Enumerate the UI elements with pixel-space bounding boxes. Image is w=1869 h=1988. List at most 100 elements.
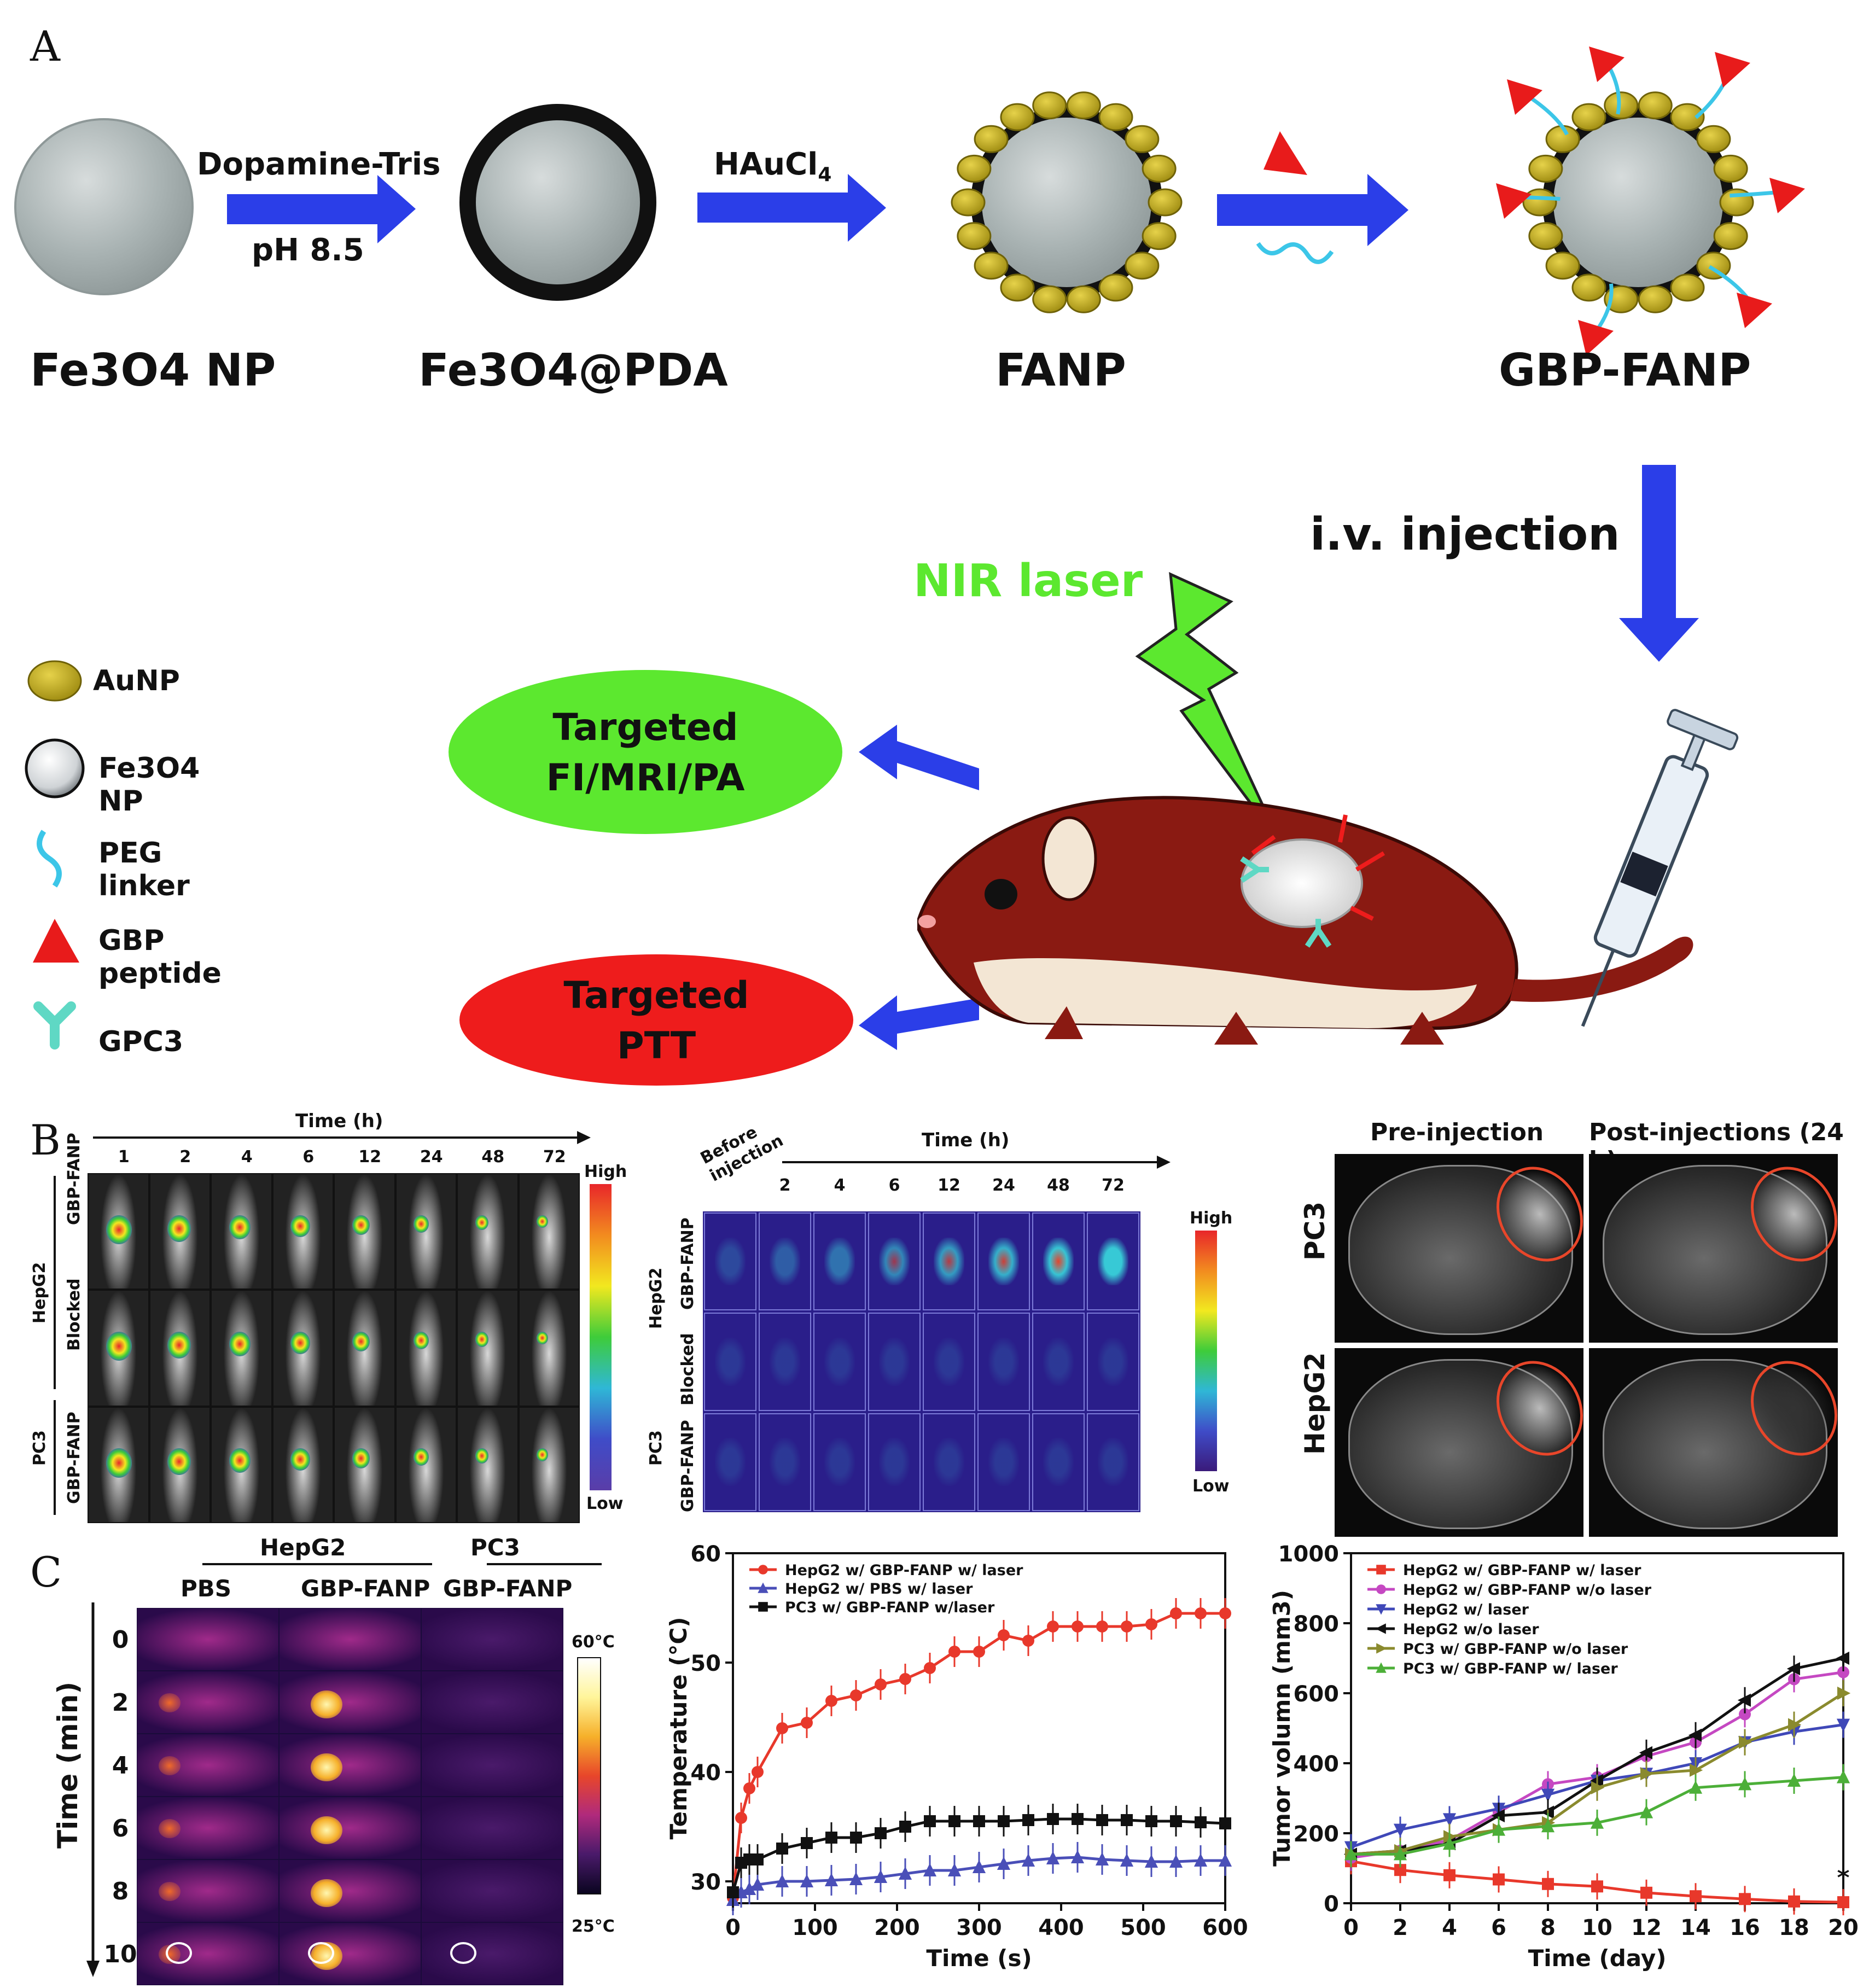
x-tick-label: 6 <box>1491 1915 1506 1940</box>
fi-signal <box>352 1215 370 1235</box>
fi-time-label: 24 <box>420 1147 443 1167</box>
fe3o4-nanoparticle <box>14 118 194 295</box>
thermal-col-label: PBS <box>181 1575 232 1602</box>
pa-signal <box>934 1338 964 1386</box>
panel-label-a: A <box>30 22 60 71</box>
pa-image-cell <box>759 1313 811 1411</box>
y-tick-label: 40 <box>690 1760 721 1786</box>
data-point <box>800 1874 814 1887</box>
temperature-chart: 0 100 200 300 400 500 600 30 40 50 60 Time (s) Tempe… <box>665 1542 1248 1972</box>
thermal-warm-spot <box>159 1882 181 1901</box>
data-point <box>1393 1847 1407 1861</box>
y-tick-label: 60 <box>690 1542 721 1567</box>
y-tick-label: 800 <box>1294 1612 1340 1637</box>
data-point <box>947 1863 962 1876</box>
arrow-to-ptt <box>859 995 979 1050</box>
pa-image-cell <box>1032 1313 1085 1411</box>
x-tick-label: 100 <box>792 1915 838 1940</box>
thermal-image-cell <box>422 1608 563 1670</box>
fi-signal <box>229 1448 251 1473</box>
legend-item: GBP peptide <box>98 924 222 990</box>
fi-group-label: PC3 <box>30 1430 49 1466</box>
gbp-peptide <box>1769 178 1805 213</box>
data-point <box>1493 1873 1505 1886</box>
x-tick-label: 20 <box>1828 1915 1859 1940</box>
thermal-col-label: GBP-FANP <box>443 1575 573 1602</box>
pa-group-label: HepG2 <box>647 1267 666 1329</box>
label-fanp: FANP <box>995 345 1126 397</box>
aunp-bead <box>1142 154 1177 183</box>
fi-signal <box>537 1448 548 1461</box>
pa-image-cell <box>759 1413 811 1511</box>
fi-signal <box>229 1331 251 1356</box>
data-point <box>735 1812 747 1824</box>
aunp-bead <box>1638 91 1673 120</box>
data-point <box>924 1815 936 1827</box>
pa-image-cell <box>813 1212 866 1311</box>
legend-entry: PC3 w/ GBP-FANP w/o laser <box>1403 1641 1628 1658</box>
thermal-time-label: 8 <box>112 1877 129 1905</box>
data-point <box>801 1837 813 1849</box>
pa-image-cell <box>977 1413 1030 1511</box>
fi-scale-high: High <box>584 1162 627 1181</box>
fi-image-cell <box>89 1174 148 1289</box>
data-point <box>1195 1607 1207 1619</box>
fi-image-cell <box>519 1291 579 1406</box>
aunp-bead <box>974 125 1009 153</box>
label-fe3o4-pda: Fe3O4@PDA <box>418 345 728 397</box>
aunp-bead <box>1604 91 1639 120</box>
gbp-peptide-legend-icon <box>33 919 79 963</box>
legend-entry: PC3 w/ GBP-FANP w/laser <box>785 1599 995 1616</box>
pa-signal <box>1098 1438 1128 1486</box>
aunp-bead <box>1713 222 1748 250</box>
pa-time-label: 48 <box>1047 1176 1070 1195</box>
data-point <box>972 1859 986 1873</box>
data-point <box>1640 1886 1652 1899</box>
fi-image-cell <box>396 1174 456 1289</box>
pa-image-cell <box>1032 1212 1085 1311</box>
gpc3-icon <box>1240 856 1269 883</box>
pa-image-cell <box>868 1413 921 1511</box>
panel-label-b: B <box>30 1116 61 1164</box>
arrow-step-2 <box>697 174 886 242</box>
fi-image-cell <box>458 1174 517 1289</box>
legend-item: PEG linker <box>98 837 190 902</box>
fi-image-cell <box>150 1174 209 1289</box>
legend-entry: HepG2 w/ laser <box>1403 1601 1529 1618</box>
thermal-image-cell <box>137 1734 278 1796</box>
data-point <box>898 1866 912 1880</box>
data-point <box>1591 1781 1605 1794</box>
pa-signal <box>770 1438 800 1486</box>
step2-label: HAuCl4 <box>714 147 832 186</box>
fi-imaging-panel: Time (h) 1 2 4 6 12 24 48 72 High Low <box>82 1105 634 1526</box>
pa-time-label: 2 <box>779 1176 791 1195</box>
fi-image-grid <box>88 1173 580 1523</box>
fi-image-cell <box>519 1407 579 1522</box>
x-tick-label: 400 <box>1038 1915 1084 1940</box>
thermal-image-cell <box>137 1923 278 1985</box>
data-point <box>1442 1837 1457 1850</box>
thermal-group-pc3: PC3 <box>470 1534 520 1561</box>
thermal-roi-ring <box>450 1942 476 1964</box>
peg-linker-icon <box>1256 242 1334 264</box>
y-tick-label: 200 <box>1294 1822 1340 1847</box>
pa-image-cell <box>977 1313 1030 1411</box>
data-point <box>1639 1746 1652 1759</box>
data-point <box>825 1695 837 1707</box>
aunp-bead <box>1696 125 1731 153</box>
aunp-bead <box>1670 273 1705 302</box>
iv-injection-label: i.v. injection <box>1310 509 1620 561</box>
data-point <box>1121 1620 1133 1633</box>
aunp-bead <box>1066 91 1101 120</box>
aunp-bead <box>1571 103 1606 131</box>
x-tick-label: 18 <box>1779 1915 1809 1940</box>
fi-signal <box>106 1215 132 1244</box>
fi-signal <box>229 1215 251 1240</box>
data-point <box>776 1722 788 1734</box>
mri-col-label: Pre-injection <box>1370 1118 1544 1146</box>
aunp-bead <box>1098 273 1133 302</box>
pa-image-cell <box>1087 1313 1139 1411</box>
pa-image-cell <box>704 1212 756 1311</box>
pa-signal <box>988 1438 1019 1486</box>
y-tick-label: 400 <box>1294 1752 1340 1777</box>
